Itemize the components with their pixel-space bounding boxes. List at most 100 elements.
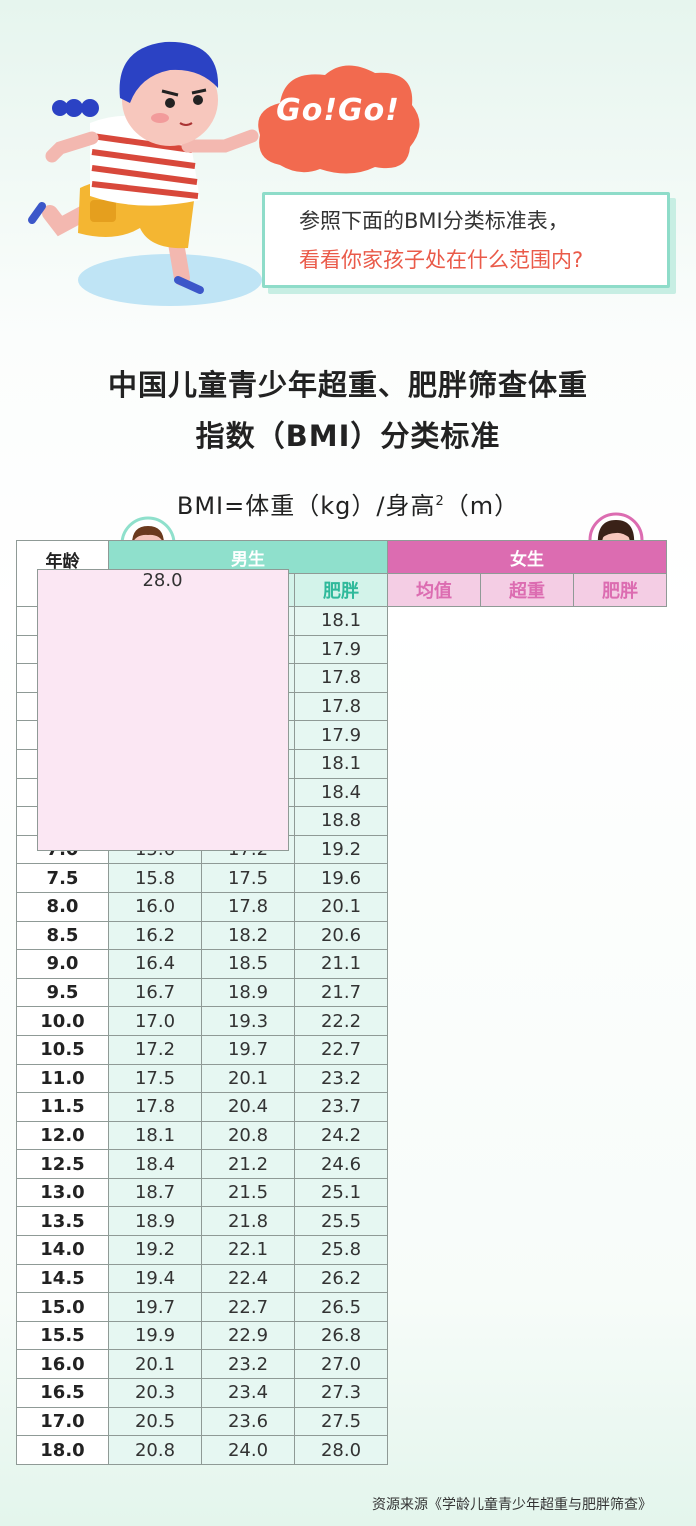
age-cell: 12.0 [16,1120,109,1151]
boy-mean-cell: 19.7 [108,1292,202,1322]
boy-mean-cell: 19.2 [108,1235,202,1265]
age-cell: 14.5 [16,1263,109,1294]
boy-overweight-cell: 24.0 [201,1435,295,1465]
boy-obese-cell: 26.2 [293,1263,389,1294]
boy-obese-cell: 23.2 [293,1063,389,1094]
boy-overweight-cell: 22.1 [201,1235,295,1265]
boy-obese-cell: 24.6 [293,1149,389,1179]
table-row: 12.018.120.824.217.420.523.9 [16,568,667,1151]
callout-box: 参照下面的BMI分类标准表， 看看你家孩子处在什么范围内? [262,192,670,288]
table-row: 9.016.418.521.115.617.920.4 [16,568,667,979]
callout-line-1: 参照下面的BMI分类标准表， [299,209,569,233]
table-row: 10.017.019.322.216.118.721.5 [16,568,667,1036]
boy-overweight-cell: 18.2 [201,920,295,951]
age-cell: 16.5 [16,1378,109,1408]
table-row: 11.517.820.423.717.120.123.3 [16,568,667,1122]
boy-mean-cell: 19.9 [108,1320,202,1351]
age-cell: 11.0 [16,1063,109,1094]
boy-mean-cell: 17.0 [108,1006,202,1036]
boy-obese-cell: 23.7 [293,1092,389,1122]
boy-overweight-cell: 20.4 [201,1092,295,1122]
formula-tail: （m） [444,492,520,520]
girl-mean-header: 均值 [387,573,482,607]
boy-obese-cell: 18.1 [293,606,389,636]
table-row: 9.516.718.921.715.818.320.9 [16,568,667,1008]
boy-obese-cell: 25.1 [293,1177,389,1208]
boy-obese-cell: 26.5 [293,1292,389,1322]
boy-mean-cell: 18.9 [108,1206,202,1237]
age-cell: 8.5 [16,920,109,951]
boy-overweight-cell: 23.4 [201,1378,295,1408]
page-title-line-1: 中国儿童青少年超重、肥胖筛查体重 [107,368,588,402]
source-note: 资源来源《学龄儿童青少年超重与肥胖筛查》 [372,1497,652,1513]
boy-obese-cell: 18.1 [293,748,389,779]
girl-obese-header: 肥胖 [573,573,668,607]
boy-obese-cell: 17.9 [293,720,389,750]
formula-superscript: 2 [435,494,445,509]
boy-obese-header: 肥胖 [293,573,389,607]
boy-obese-cell: 22.2 [293,1006,389,1036]
boy-obese-cell: 27.0 [293,1349,389,1380]
table-row: 7.515.817.519.615.117.119.1 [16,568,667,893]
boy-overweight-cell: 22.7 [201,1292,295,1322]
table-row: 12.518.421.224.617.821.024.4 [16,568,667,1179]
table-row: 14.519.422.426.219.122.526.3 [16,568,667,1294]
boy-mean-cell: 16.2 [108,920,202,951]
table-row: 13.518.921.825.518.521.825.5 [16,568,667,1237]
boy-obese-cell: 17.9 [293,634,389,665]
age-cell: 10.0 [16,1006,109,1036]
boy-mean-cell: 20.1 [108,1349,202,1380]
table-row: 16.020.123.227.019.723.327.2 [16,568,667,1380]
boy-mean-cell: 16.7 [108,977,202,1008]
hero-banner: Go!Go! 参照下面的BMI分类标准表， 看看你家孩子处在什么范围内? [0,0,696,330]
boy-overweight-cell: 17.5 [201,863,295,893]
boy-overweight-cell: 19.3 [201,1006,295,1036]
boy-obese-cell: 21.7 [293,977,389,1008]
boy-obese-cell: 20.6 [293,920,389,951]
table-row: 13.018.721.525.118.121.425.0 [16,568,667,1208]
boy-obese-cell: 17.8 [293,691,389,722]
boy-overweight-cell: 21.2 [201,1149,295,1179]
boy-obese-cell: 19.2 [293,834,389,865]
table-row: 15.519.922.926.819.523.127.0 [16,568,667,1351]
age-cell: 10.5 [16,1034,109,1065]
table-row: 15.019.722.726.519.322.826.7 [16,568,667,1322]
age-cell: 8.0 [16,891,109,922]
table-row: 8.016.017.820.115.217.319.5 [16,568,667,922]
girl-group-header: 女生 [387,540,668,574]
boy-obese-cell: 25.5 [293,1206,389,1237]
page-title-line-2: 指数（BMI）分类标准 [195,419,501,453]
age-cell: 7.5 [16,863,109,893]
boy-overweight-cell: 19.7 [201,1034,295,1065]
boy-mean-cell: 17.5 [108,1063,202,1094]
formula-main: BMI=体重（kg）/身高 [176,492,436,520]
boy-obese-cell: 20.1 [293,891,389,922]
boy-mean-cell: 18.7 [108,1177,202,1208]
table-row: 18.020.824.028.020.324.028.0 [16,568,667,1465]
callout-line-2: 看看你家孩子处在什么范围内? [299,248,584,272]
boy-mean-cell: 17.2 [108,1034,202,1065]
boy-overweight-cell: 18.5 [201,949,295,979]
boy-obese-cell: 18.4 [293,777,389,808]
bmi-formula: BMI=体重（kg）/身高2（m） [0,486,696,521]
age-cell: 16.0 [16,1349,109,1380]
cloud-shape [258,65,420,174]
boy-mean-cell: 18.1 [108,1120,202,1151]
boy-mean-cell: 16.4 [108,949,202,979]
boy-mean-cell: 16.0 [108,891,202,922]
age-cell: 9.5 [16,977,109,1008]
boy-overweight-cell: 21.8 [201,1206,295,1237]
table-body: 3.015.716.818.115.416.918.33.515.516.617… [16,568,667,1465]
boy-obese-cell: 26.8 [293,1320,389,1351]
boy-overweight-cell: 23.2 [201,1349,295,1380]
boy-obese-cell: 27.3 [293,1378,389,1408]
boy-mean-cell: 18.4 [108,1149,202,1179]
age-cell: 11.5 [16,1092,109,1122]
boy-obese-cell: 25.8 [293,1235,389,1265]
boy-obese-cell: 28.0 [293,1435,389,1465]
boy-overweight-cell: 21.5 [201,1177,295,1208]
boy-obese-cell: 27.5 [293,1406,389,1437]
boy-overweight-cell: 22.9 [201,1320,295,1351]
boy-mean-cell: 20.8 [108,1435,202,1465]
boy-obese-cell: 18.8 [293,806,389,836]
